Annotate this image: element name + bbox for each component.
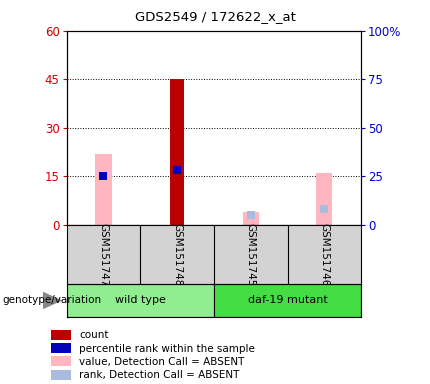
Bar [243, 212, 259, 225]
Point [100, 173, 107, 179]
Bar [67, 284, 214, 317]
Text: count: count [79, 330, 108, 340]
Point [247, 212, 254, 218]
Point [321, 206, 328, 212]
Polygon shape [43, 292, 62, 309]
Text: GSM151747: GSM151747 [98, 223, 108, 286]
Bar [95, 154, 111, 225]
Bar [51, 356, 71, 366]
Bar [51, 370, 71, 380]
Bar [51, 343, 71, 353]
Text: GSM151745: GSM151745 [246, 223, 256, 286]
Text: GDS2549 / 172622_x_at: GDS2549 / 172622_x_at [135, 10, 295, 23]
Text: genotype/variation: genotype/variation [2, 295, 101, 306]
Text: GSM151748: GSM151748 [172, 223, 182, 286]
Text: daf-19 mutant: daf-19 mutant [248, 295, 327, 306]
Bar [214, 284, 361, 317]
Text: value, Detection Call = ABSENT: value, Detection Call = ABSENT [79, 357, 244, 367]
Text: rank, Detection Call = ABSENT: rank, Detection Call = ABSENT [79, 371, 240, 381]
Bar [51, 330, 71, 340]
Bar [316, 173, 332, 225]
Point [174, 167, 181, 173]
Text: GSM151746: GSM151746 [319, 223, 329, 286]
Bar [170, 79, 184, 225]
Text: percentile rank within the sample: percentile rank within the sample [79, 344, 255, 354]
Text: wild type: wild type [115, 295, 166, 306]
